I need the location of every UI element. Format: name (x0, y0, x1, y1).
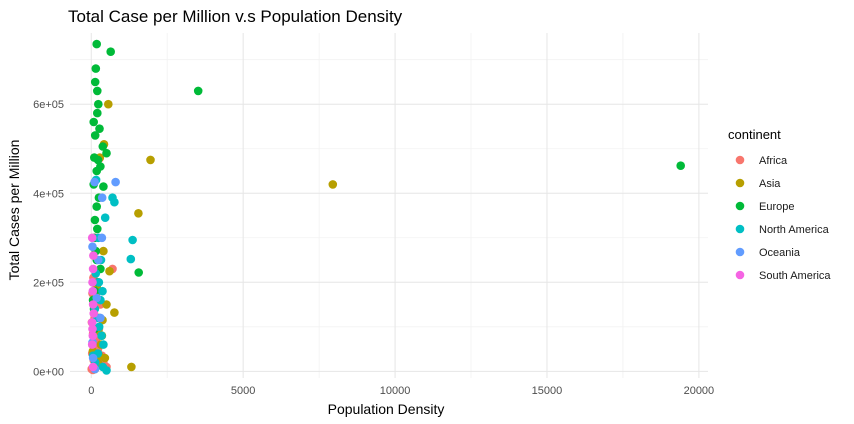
data-point (87, 340, 97, 349)
data-point (87, 233, 97, 243)
data-point (92, 39, 101, 49)
data-point (94, 278, 104, 287)
data-point (97, 193, 107, 202)
data-point (91, 64, 101, 73)
data-point (126, 254, 136, 264)
x-tick-label: 15000 (532, 385, 563, 397)
data-point (102, 148, 111, 158)
legend-key (735, 247, 745, 257)
data-point (88, 264, 98, 274)
legend-label: North America (759, 224, 830, 236)
data-point (95, 124, 104, 133)
data-point (88, 353, 98, 363)
data-point (89, 117, 98, 127)
data-point (99, 340, 108, 349)
data-point (102, 366, 111, 375)
data-point (110, 197, 119, 207)
data-point (93, 155, 103, 165)
legend-label: Oceania (759, 247, 801, 259)
axis-ticks: 0 5000 10000 15000 20000 0e+00 2e+05 4e+05 6e+05 (33, 99, 714, 397)
data-point (89, 309, 98, 318)
data-point (88, 362, 98, 372)
data-point (92, 202, 101, 211)
data-point (100, 213, 110, 222)
data-point (127, 362, 136, 372)
legend: continent Africa Asia Europe North America O… (728, 127, 831, 282)
data-point (88, 300, 98, 309)
legend-label: Europe (759, 201, 794, 213)
data-point (88, 286, 98, 296)
data-point (328, 180, 338, 189)
data-point (99, 246, 108, 256)
data-point (90, 215, 100, 225)
legend-title: continent (728, 127, 781, 142)
data-points (87, 39, 685, 375)
x-axis-title: Population Density (328, 401, 445, 417)
chart-title: Total Case per Million v.s Population De… (68, 7, 403, 26)
data-point (146, 155, 155, 165)
x-tick-label: 10000 (380, 385, 411, 397)
data-point (98, 286, 107, 296)
legend-key (735, 201, 745, 211)
data-point (97, 331, 106, 341)
x-tick-label: 0 (88, 385, 94, 397)
data-point (99, 182, 108, 191)
x-tick-label: 5000 (231, 385, 255, 397)
legend-key (735, 224, 745, 234)
data-point (89, 251, 98, 260)
data-point (92, 293, 101, 303)
data-point (96, 313, 105, 323)
data-point (98, 142, 108, 151)
data-point (193, 86, 203, 96)
data-point (676, 161, 685, 170)
legend-key (735, 155, 745, 165)
data-point (87, 318, 97, 327)
legend-label: South America (759, 270, 831, 282)
data-point (93, 86, 102, 96)
y-tick-label: 0e+00 (33, 366, 64, 378)
data-point (104, 99, 113, 109)
legend-key (735, 178, 745, 188)
y-axis-title: Total Cases per Million (6, 140, 22, 281)
legend-key (735, 270, 745, 280)
data-point (93, 108, 102, 118)
data-point (105, 266, 114, 276)
data-point (88, 331, 98, 341)
data-point (93, 224, 102, 234)
data-point (94, 322, 104, 332)
data-point (134, 268, 143, 277)
data-point (97, 233, 107, 243)
data-point (111, 177, 120, 187)
y-tick-label: 6e+05 (33, 99, 64, 111)
data-point (128, 235, 137, 245)
legend-label: Asia (759, 178, 781, 190)
data-point (88, 278, 97, 287)
data-point (88, 324, 97, 334)
data-point (134, 209, 143, 218)
y-tick-label: 4e+05 (33, 188, 64, 200)
data-point (88, 242, 97, 251)
data-point (102, 300, 111, 309)
grid (70, 33, 708, 378)
data-point (110, 308, 119, 317)
legend-label: Africa (759, 155, 788, 167)
data-point (90, 131, 100, 140)
x-tick-label: 20000 (684, 385, 715, 397)
data-point (94, 99, 103, 109)
data-point (106, 47, 115, 56)
data-point (90, 77, 100, 87)
y-tick-label: 2e+05 (33, 277, 64, 289)
data-point (90, 177, 99, 187)
data-point (92, 166, 101, 176)
